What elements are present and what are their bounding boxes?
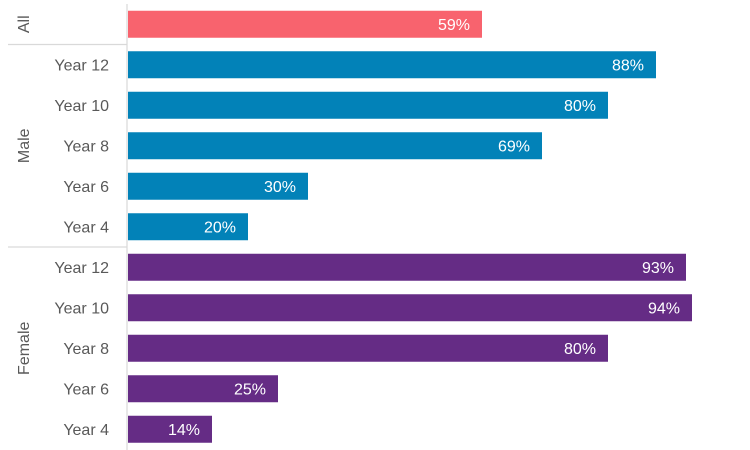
data-label: 20% — [204, 219, 236, 236]
data-label: 88% — [612, 57, 644, 74]
bar-male-year-12 — [128, 51, 656, 79]
bar-male-year-6 — [128, 172, 308, 200]
group-label-female: Female — [16, 321, 33, 374]
bar-female-year-10 — [128, 294, 692, 322]
data-label: 93% — [642, 260, 674, 277]
bar-female-year-6 — [128, 375, 278, 403]
group-label-all: All — [16, 15, 33, 33]
category-label: Year 4 — [63, 422, 109, 439]
bar-female-year-12 — [128, 253, 686, 281]
data-label: 94% — [648, 300, 680, 317]
data-label: 69% — [498, 138, 530, 155]
category-label: Year 8 — [63, 341, 109, 358]
data-label: 14% — [168, 422, 200, 439]
category-label: Year 10 — [54, 300, 109, 317]
bar-female-year-4 — [128, 415, 212, 443]
category-label: Year 8 — [63, 138, 109, 155]
data-label: 80% — [564, 341, 596, 358]
bar-all-total — [128, 10, 482, 38]
category-label: Year 6 — [63, 179, 109, 196]
data-label: 59% — [438, 17, 470, 34]
category-label: Year 4 — [63, 219, 109, 236]
category-label: Year 12 — [54, 57, 109, 74]
bar-male-year-8 — [128, 132, 542, 160]
category-label: Year 10 — [54, 98, 109, 115]
bar-male-year-10 — [128, 91, 608, 119]
data-label: 25% — [234, 381, 266, 398]
bar-female-year-8 — [128, 334, 608, 362]
category-label: Year 12 — [54, 260, 109, 277]
category-label: Year 6 — [63, 381, 109, 398]
bar-male-year-4 — [128, 213, 248, 241]
group-label-male: Male — [16, 128, 33, 163]
data-label: 30% — [264, 179, 296, 196]
data-label: 80% — [564, 98, 596, 115]
